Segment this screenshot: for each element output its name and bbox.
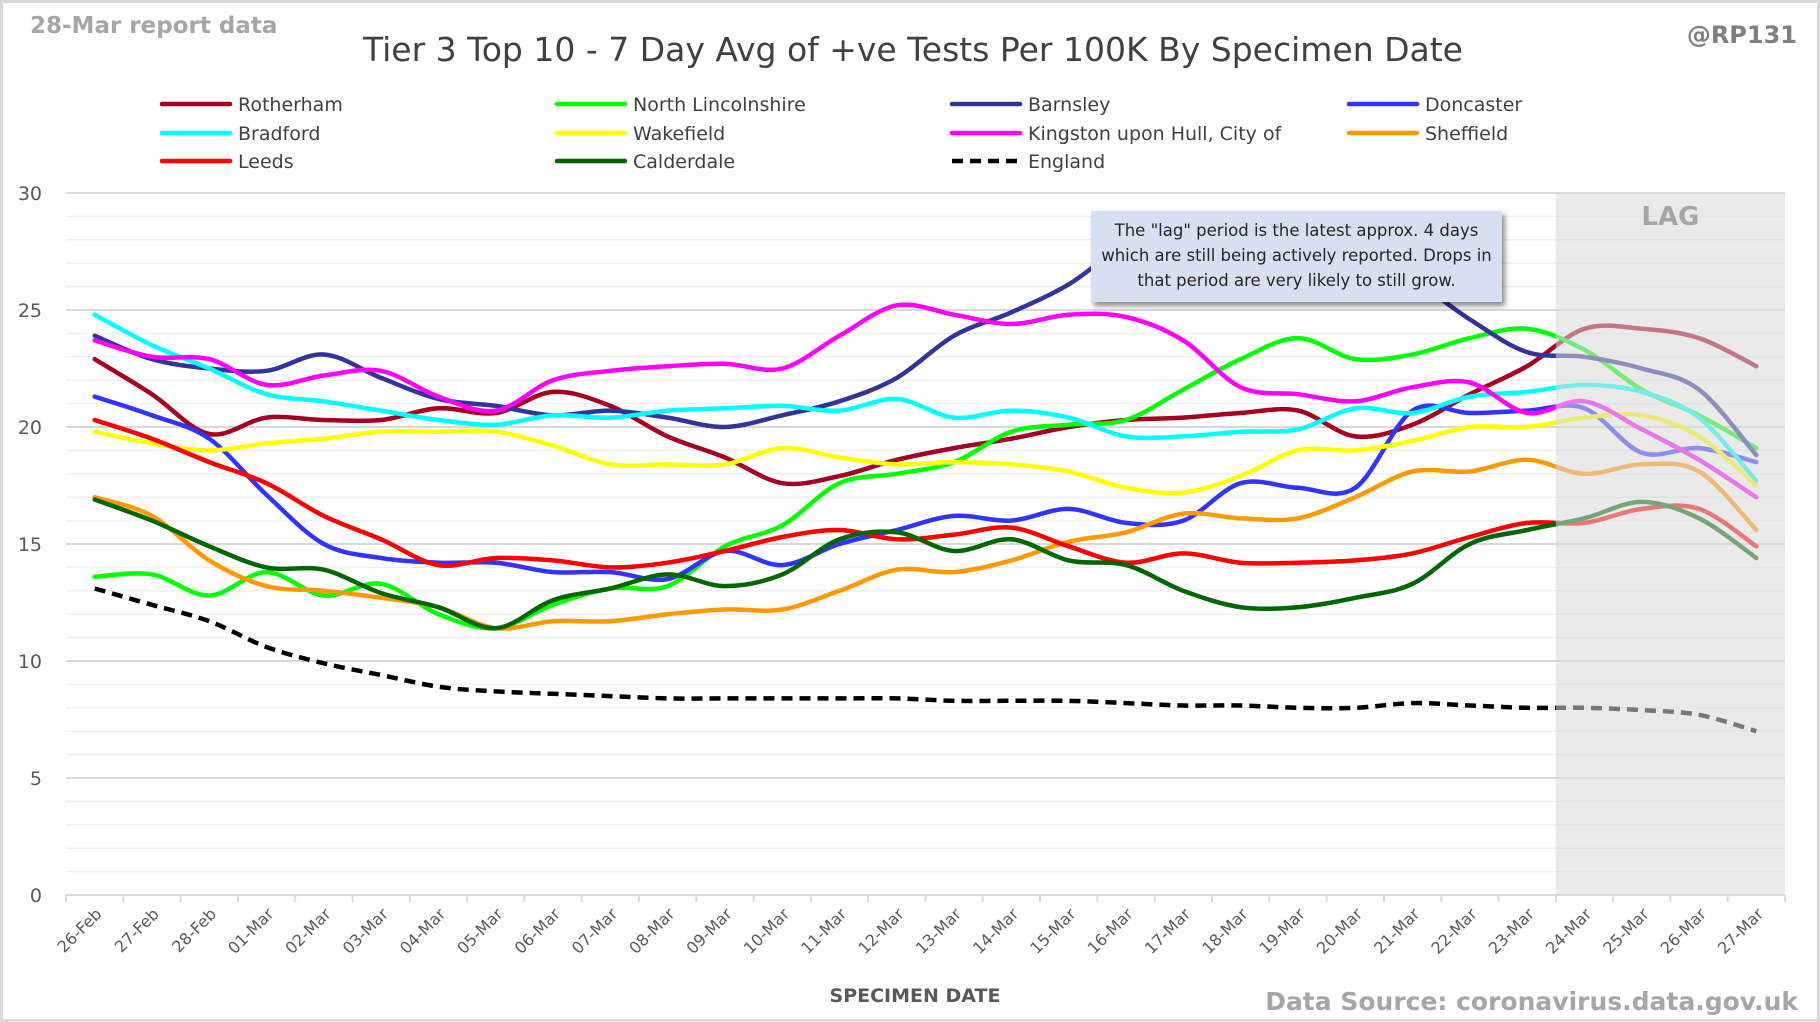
- legend-item-leeds: Leeds: [159, 151, 294, 173]
- x-tick-label: 27-Feb: [111, 904, 163, 956]
- x-tick-label: 26-Feb: [54, 904, 106, 956]
- legend-label: Bradford: [238, 123, 320, 145]
- legend-item-rotherham: Rotherham: [159, 94, 343, 116]
- series-barnsley: [92, 216, 1759, 458]
- series-england: [94, 586, 1757, 734]
- chart-title: Tier 3 Top 10 - 7 Day Avg of +ve Tests P…: [362, 30, 1463, 69]
- x-tick-label: 24-Mar: [1542, 904, 1596, 958]
- legend-item-sheffield: Sheffield: [1346, 123, 1508, 145]
- legend-label: Calderdale: [633, 151, 735, 173]
- y-tick-label: 25: [18, 300, 42, 322]
- legend-label: Doncaster: [1425, 94, 1522, 116]
- x-tick-label: 06-Mar: [511, 904, 565, 958]
- x-tick-label: 05-Mar: [453, 904, 507, 958]
- author-handle: @RP131: [1687, 21, 1797, 49]
- lag-shaded-region: [1555, 193, 1785, 895]
- x-tick-label: 19-Mar: [1256, 904, 1310, 958]
- legend-label: Barnsley: [1028, 94, 1110, 116]
- legend-item-north-lincolnshire: North Lincolnshire: [554, 94, 806, 116]
- lag-annotation-box: The "lag" period is the latest approx. 4…: [1091, 211, 1502, 302]
- series-calderdale: [92, 497, 1759, 631]
- lag-region: LAG: [1555, 193, 1785, 895]
- series-line-north-lincolnshire: [92, 326, 1759, 631]
- legend: Rotherham North Lincolnshire Barnsley Donca…: [159, 94, 1522, 173]
- x-tick-label: 23-Mar: [1485, 904, 1539, 958]
- x-axis: 26-Feb 27-Feb 28-Feb 01-Mar 02-Mar 03-Mar 04-M…: [54, 894, 1786, 958]
- x-tick-label: 27-Mar: [1714, 904, 1768, 958]
- gridlines: [66, 192, 1785, 873]
- legend-item-bradford: Bradford: [159, 123, 320, 145]
- legend-label: England: [1028, 151, 1105, 173]
- y-tick-label: 10: [18, 651, 42, 673]
- x-tick-label: 22-Mar: [1427, 904, 1481, 958]
- series-line-barnsley: [92, 216, 1759, 458]
- x-axis-title: SPECIMEN DATE: [830, 985, 1001, 1007]
- x-tick-label: 02-Mar: [281, 904, 335, 958]
- series-doncaster: [92, 394, 1759, 583]
- legend-item-wakefield: Wakefield: [554, 123, 725, 145]
- x-tick-label: 17-Mar: [1141, 904, 1195, 958]
- x-tick-label: 13-Mar: [912, 904, 966, 958]
- legend-item-england: England: [952, 151, 1105, 173]
- x-tick-label: 01-Mar: [224, 904, 278, 958]
- x-tick-label: 15-Mar: [1026, 904, 1080, 958]
- legend-item-calderdale: Calderdale: [554, 151, 735, 173]
- legend-item-doncaster: Doncaster: [1346, 94, 1522, 116]
- series-wakefield: [92, 411, 1759, 496]
- series-kingston-upon-hull-city-of: [92, 302, 1759, 500]
- y-tick-label: 20: [18, 417, 42, 439]
- legend-label: Sheffield: [1425, 123, 1508, 145]
- x-tick-label: 10-Mar: [740, 904, 794, 958]
- series-line-sheffield: [92, 457, 1759, 631]
- x-tick-label: 11-Mar: [797, 904, 851, 958]
- series-rotherham: [92, 323, 1759, 487]
- series-line-kingston-upon-hull-city-of: [92, 302, 1759, 500]
- x-tick-label: 03-Mar: [339, 904, 393, 958]
- series-line-leeds: [92, 417, 1759, 570]
- x-tick-label: 09-Mar: [683, 904, 737, 958]
- x-tick-label: 28-Feb: [168, 904, 220, 956]
- x-tick-label: 08-Mar: [625, 904, 679, 958]
- legend-label: Leeds: [238, 151, 294, 173]
- x-tick-label: 12-Mar: [854, 904, 908, 958]
- x-tick-label: 25-Mar: [1599, 904, 1653, 958]
- y-tick-label: 30: [18, 183, 42, 205]
- series-sheffield: [92, 457, 1759, 631]
- series-lines: [92, 216, 1759, 734]
- legend-item-barnsley: Barnsley: [949, 94, 1110, 116]
- series-line-bradford: [92, 312, 1759, 484]
- y-tick-label: 15: [18, 534, 42, 556]
- x-tick-label: 18-Mar: [1198, 904, 1252, 958]
- series-line-wakefield: [92, 411, 1759, 496]
- x-tick-label: 20-Mar: [1313, 904, 1367, 958]
- series-bradford: [92, 312, 1759, 484]
- legend-label: Wakefield: [633, 123, 725, 145]
- x-tick-label: 16-Mar: [1084, 904, 1138, 958]
- x-tick-label: 04-Mar: [396, 904, 450, 958]
- series-leeds: [92, 417, 1759, 570]
- x-tick-label: 14-Mar: [969, 904, 1023, 958]
- series-line-doncaster: [92, 394, 1759, 583]
- series-north-lincolnshire: [92, 326, 1759, 631]
- y-axis-ticks: 0 5 10 15 20 25 30: [18, 183, 42, 907]
- report-date-label: 28-Mar report data: [30, 13, 277, 39]
- legend-label: Rotherham: [238, 94, 343, 116]
- legend-label: Kingston upon Hull, City of: [1028, 123, 1283, 145]
- legend-label: North Lincolnshire: [633, 94, 806, 116]
- series-line-rotherham: [92, 323, 1759, 487]
- y-tick-label: 0: [30, 885, 42, 907]
- x-tick-label: 21-Mar: [1370, 904, 1424, 958]
- lag-label: LAG: [1641, 202, 1699, 232]
- x-tick-label: 26-Mar: [1657, 904, 1711, 958]
- series-line-england: [94, 586, 1757, 734]
- series-line-calderdale: [92, 497, 1759, 631]
- y-tick-label: 5: [30, 768, 42, 790]
- legend-item-kingston-upon-hull-city-of: Kingston upon Hull, City of: [949, 123, 1283, 145]
- data-source-label: Data Source: coronavirus.data.gov.uk: [1265, 987, 1799, 1016]
- x-tick-label: 07-Mar: [568, 904, 622, 958]
